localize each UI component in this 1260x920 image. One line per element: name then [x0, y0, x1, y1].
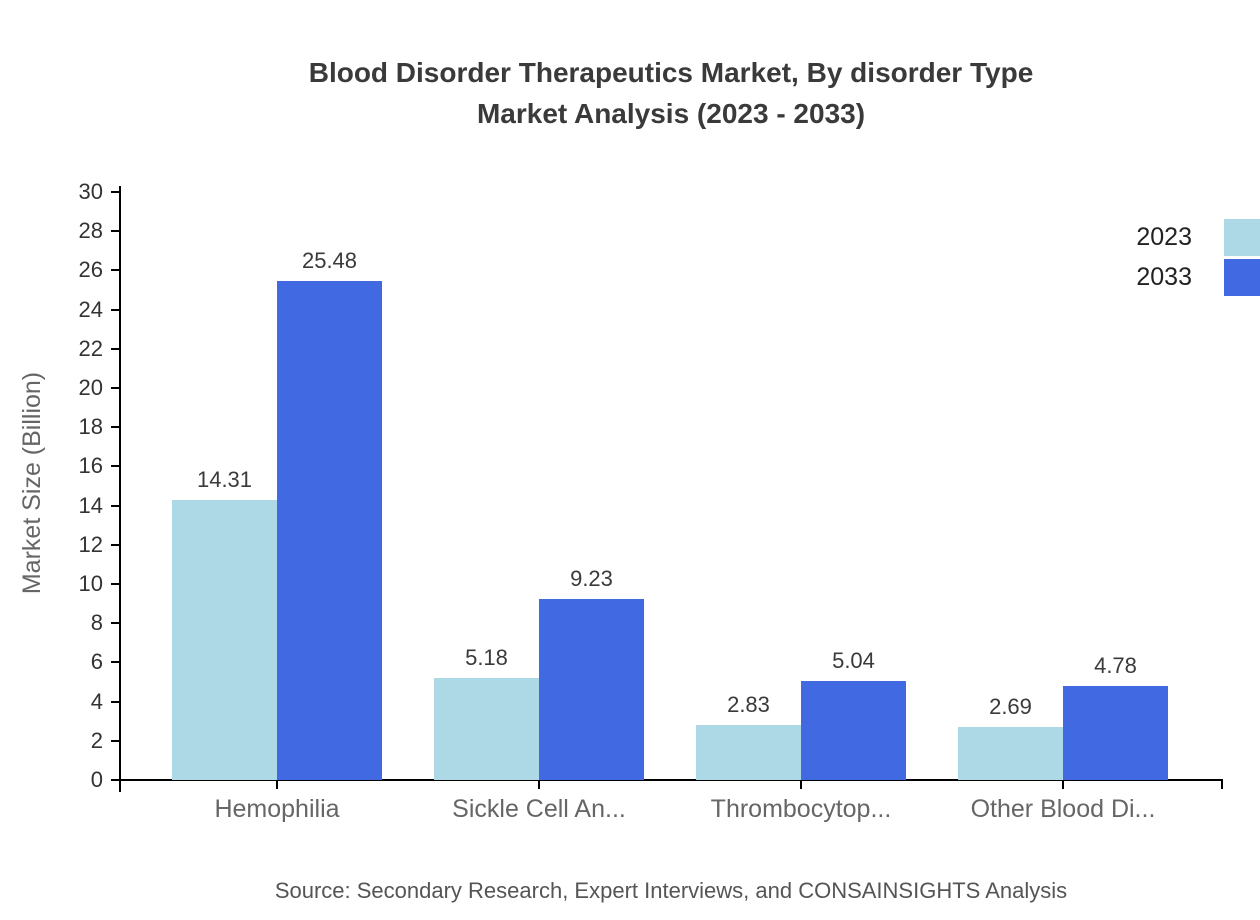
x-category-label: Other Blood Di...: [970, 795, 1156, 823]
source-note: Source: Secondary Research, Expert Inter…: [274, 878, 1068, 903]
y-tick: [111, 347, 120, 350]
y-tick: [111, 387, 120, 389]
y-tick: [111, 779, 120, 781]
legend-label: 2033: [1136, 263, 1192, 291]
chart-title-line1: Blood Disorder Therapeutics Market, By d…: [308, 57, 1034, 88]
y-tick-label: 28: [78, 218, 103, 244]
bar-value-label: 25.48: [301, 247, 358, 273]
x-category-label: Sickle Cell An...: [452, 795, 626, 823]
y-tick-label: 22: [78, 335, 103, 361]
y-tick: [111, 230, 120, 233]
x-tick: [538, 780, 540, 789]
bar-2023: [696, 724, 801, 780]
y-tick: [111, 700, 120, 703]
chart-title: Blood Disorder Therapeutics Market, By d…: [120, 52, 1222, 134]
y-tick: [111, 191, 120, 193]
bar-2033: [801, 681, 906, 780]
bar-2023: [172, 499, 277, 780]
legend-swatch: [1224, 259, 1260, 296]
y-tick-label: 24: [78, 296, 103, 322]
y-tick: [111, 543, 120, 546]
y-tick-label: 2: [90, 727, 103, 753]
y-tick-label: 6: [90, 649, 103, 675]
x-category-label: Hemophilia: [214, 795, 340, 823]
y-tick-label: 0: [90, 767, 103, 792]
legend-label: 2023: [1136, 223, 1192, 251]
y-tick-label: 26: [78, 257, 103, 283]
bar-2033: [1063, 686, 1168, 780]
bar-2033: [277, 280, 382, 780]
legend-item: 2023: [1136, 219, 1260, 256]
y-tick: [111, 269, 120, 272]
legend-swatch: [1224, 219, 1260, 256]
y-tick: [111, 661, 120, 664]
y-tick: [111, 308, 120, 311]
x-tick: [276, 780, 278, 789]
bar-value-label: 2.83: [727, 691, 770, 717]
y-tick-label: 20: [78, 375, 103, 400]
legend-item: 2033: [1136, 259, 1260, 296]
bar-value-label: 5.04: [832, 648, 875, 674]
bar-2033: [539, 599, 644, 780]
bar-value-label: 9.23: [570, 566, 613, 592]
y-tick-label: 14: [78, 492, 103, 518]
y-tick-label: 10: [78, 571, 103, 596]
y-tick: [111, 504, 120, 507]
bar-2023: [958, 727, 1063, 780]
x-axis-line: [119, 779, 1223, 781]
y-tick: [111, 426, 120, 429]
legend: 2023 2033: [1136, 219, 1260, 296]
bar-value-label: 4.78: [1094, 653, 1137, 679]
y-axis-line: [119, 186, 121, 792]
y-tick-label: 30: [78, 179, 103, 204]
x-category-label: Thrombocytop...: [710, 795, 892, 823]
x-tick: [800, 780, 802, 789]
y-tick-label: 12: [78, 531, 103, 557]
x-axis-end-tick: [1221, 780, 1223, 789]
x-tick: [1062, 780, 1064, 789]
bar-2023: [434, 678, 539, 780]
bar-value-label: 14.31: [196, 466, 253, 492]
y-tick-label: 16: [78, 453, 103, 479]
y-tick-label: 8: [90, 610, 103, 636]
bar-value-label: 2.69: [989, 694, 1032, 720]
y-tick-label: 18: [78, 414, 103, 440]
y-tick-label: 4: [90, 688, 103, 714]
y-tick: [111, 465, 120, 468]
y-tick: [111, 739, 120, 742]
chart-title-line2: Market Analysis (2023 - 2033): [476, 98, 866, 129]
bar-value-label: 5.18: [465, 645, 508, 671]
y-tick: [111, 583, 120, 585]
y-tick: [111, 622, 120, 625]
